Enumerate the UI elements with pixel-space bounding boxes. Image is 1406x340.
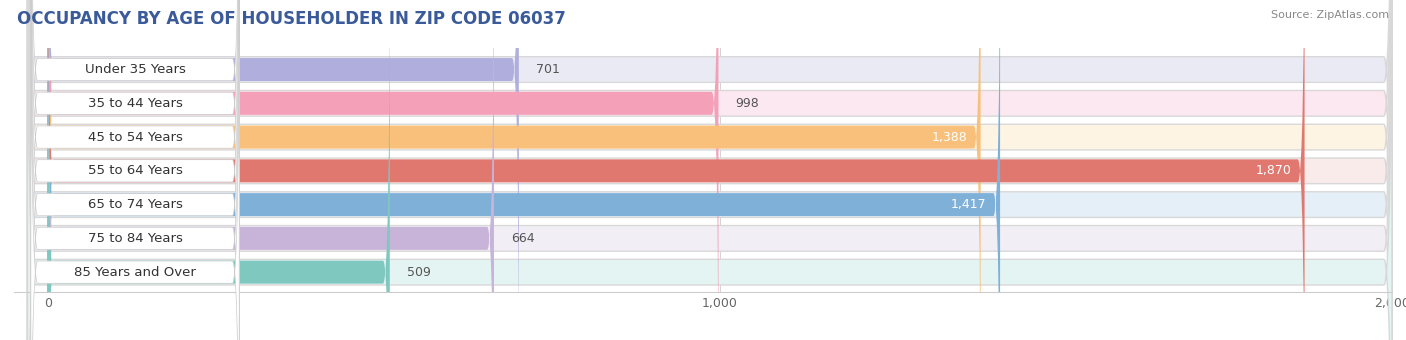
FancyBboxPatch shape [48,0,980,340]
Text: 65 to 74 Years: 65 to 74 Years [87,198,183,211]
FancyBboxPatch shape [48,0,389,340]
Text: 1,417: 1,417 [950,198,987,211]
FancyBboxPatch shape [48,0,718,340]
FancyBboxPatch shape [28,0,1392,340]
FancyBboxPatch shape [28,0,1392,340]
Text: 998: 998 [735,97,759,110]
Text: 701: 701 [536,63,560,76]
FancyBboxPatch shape [31,0,239,340]
FancyBboxPatch shape [28,0,1392,340]
FancyBboxPatch shape [31,0,239,340]
FancyBboxPatch shape [48,0,1000,340]
Text: 35 to 44 Years: 35 to 44 Years [87,97,183,110]
FancyBboxPatch shape [28,0,1392,340]
Text: 45 to 54 Years: 45 to 54 Years [87,131,183,143]
Text: 85 Years and Over: 85 Years and Over [75,266,195,279]
Text: Source: ZipAtlas.com: Source: ZipAtlas.com [1271,10,1389,20]
Text: 509: 509 [406,266,430,279]
Text: 664: 664 [510,232,534,245]
Text: 1,388: 1,388 [931,131,967,143]
FancyBboxPatch shape [31,0,239,340]
FancyBboxPatch shape [28,0,1392,340]
FancyBboxPatch shape [31,0,239,340]
FancyBboxPatch shape [28,0,1392,340]
FancyBboxPatch shape [31,0,239,340]
Text: 1,870: 1,870 [1256,164,1291,177]
FancyBboxPatch shape [48,0,519,340]
FancyBboxPatch shape [31,0,239,340]
Text: 55 to 64 Years: 55 to 64 Years [87,164,183,177]
Text: OCCUPANCY BY AGE OF HOUSEHOLDER IN ZIP CODE 06037: OCCUPANCY BY AGE OF HOUSEHOLDER IN ZIP C… [17,10,565,28]
FancyBboxPatch shape [28,0,1392,340]
Text: 75 to 84 Years: 75 to 84 Years [87,232,183,245]
FancyBboxPatch shape [48,0,1305,340]
FancyBboxPatch shape [48,0,494,340]
Text: Under 35 Years: Under 35 Years [84,63,186,76]
FancyBboxPatch shape [31,0,239,340]
